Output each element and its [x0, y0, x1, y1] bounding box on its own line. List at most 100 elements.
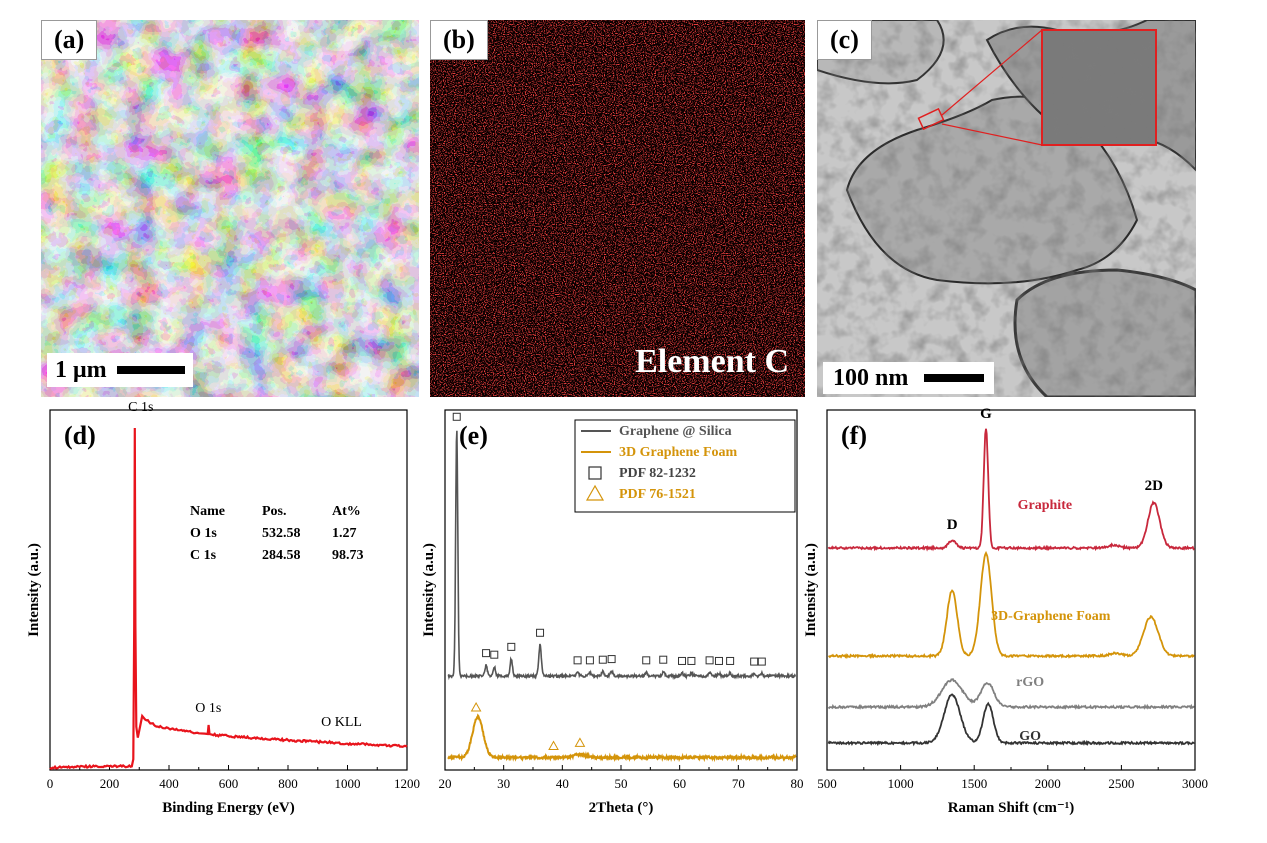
series-label: 3D-Graphene Foam [991, 609, 1111, 624]
pdf-82-1232-marker [452, 412, 461, 421]
y-axis-label: Intensity (a.u.) [803, 543, 819, 637]
pdf-82-1232-marker [490, 650, 499, 659]
table-header: At% [332, 504, 361, 519]
eds-carbon-map [430, 20, 805, 397]
table-header: Pos. [262, 504, 287, 519]
peak-label: O KLL [321, 715, 362, 730]
legend-label: 3D Graphene Foam [619, 445, 738, 460]
x-tick-label: 80 [791, 776, 804, 791]
x-axis-label: Raman Shift (cm⁻¹) [948, 800, 1075, 816]
x-tick-label: 70 [732, 776, 745, 791]
xrd-series-line [447, 430, 797, 681]
xrd-series-line [447, 713, 797, 763]
peak-label: D [947, 517, 958, 533]
pdf-82-1232-marker [536, 628, 545, 637]
y-axis-label: Intensity (a.u.) [26, 543, 42, 637]
pdf-82-1232-marker [507, 642, 516, 651]
legend-label: Graphene @ Silica [619, 424, 732, 439]
pdf-76-1521-marker [574, 737, 586, 747]
panel-b-eds-map: (b) Element C [430, 20, 805, 397]
pdf-82-1232-marker [607, 655, 616, 664]
table-cell: 532.58 [262, 526, 301, 541]
pdf-82-1232-marker [687, 656, 696, 665]
legend-triangle-swatch [585, 484, 605, 501]
legend-box [574, 419, 796, 513]
x-tick-label: 60 [673, 776, 686, 791]
raman-series-line [827, 550, 1195, 660]
pdf-82-1232-marker [678, 656, 687, 665]
x-tick-label: 2500 [1108, 776, 1134, 791]
chart-e-xrd: 20 30 40 50 60 70 80 2Theta (°) Intensity (a.u.)… [421, 409, 804, 816]
pdf-82-1232-marker [585, 656, 594, 665]
plot-frame [826, 409, 1196, 771]
x-tick-label: 1500 [961, 776, 987, 791]
pdf-82-1232-marker [714, 656, 723, 665]
x-tick-label: 30 [497, 776, 510, 791]
pdf-82-1232-marker [757, 657, 766, 666]
table-cell: 98.73 [332, 548, 364, 563]
scale-bar-line [116, 366, 185, 374]
series-label: rGO [1016, 675, 1044, 690]
x-tick-label: 1000 [335, 776, 361, 791]
x-tick-label: 2000 [1035, 776, 1061, 791]
pdf-76-1521-marker [548, 740, 559, 750]
x-tick-label: 400 [159, 776, 179, 791]
pdf-76-1521-marker [470, 701, 482, 712]
pdf-82-1232-marker [705, 656, 714, 665]
pdf-82-1232-marker [726, 656, 735, 665]
panel-c-scale-text: 100 nm [833, 364, 909, 391]
pdf-82-1232-marker [482, 649, 491, 658]
x-tick-label: 3000 [1182, 776, 1208, 791]
x-tick-label: 50 [615, 776, 628, 791]
panel-a-scale-text: 1 μm [55, 356, 107, 383]
panel-a-sem-image: (a) 1 μm [41, 20, 419, 397]
panel-c-label: (c) [817, 20, 872, 60]
raman-series-line [827, 693, 1195, 747]
chart-f-raman: 500 1000 1500 2000 2500 3000 Raman Shift (cm⁻¹… [803, 406, 1208, 816]
tem-micrograph [817, 20, 1196, 397]
series-label: Graphite [1018, 498, 1072, 513]
pdf-82-1232-marker [659, 655, 668, 664]
panel-label: (d) [64, 421, 96, 450]
element-caption: Element C [635, 343, 789, 380]
legend-label: PDF 82-1232 [619, 466, 696, 481]
raman-series-line [827, 678, 1195, 710]
peak-label: C 1s [128, 400, 153, 415]
pdf-82-1232-marker [642, 656, 651, 665]
pdf-82-1232-marker [573, 656, 582, 665]
peak-label: G [980, 406, 992, 422]
table-cell: C 1s [190, 548, 217, 563]
x-tick-label: 600 [219, 776, 239, 791]
pdf-82-1232-marker [598, 655, 607, 664]
scale-bar-line [924, 374, 985, 382]
x-tick-label: 20 [439, 776, 452, 791]
x-tick-label: 800 [278, 776, 298, 791]
xps-spectrum-line [49, 427, 408, 771]
x-axis-label: Binding Energy (eV) [162, 800, 295, 816]
x-tick-label: 40 [556, 776, 569, 791]
table-header: Name [190, 504, 225, 519]
table-cell: 284.58 [262, 548, 301, 563]
x-axis-label: 2Theta (°) [589, 800, 654, 816]
panel-a-label: (a) [41, 20, 98, 60]
sem-micrograph [41, 20, 419, 397]
series-label: GO [1019, 729, 1041, 744]
legend-label: PDF 76-1521 [619, 487, 696, 502]
x-tick-label: 0 [47, 776, 54, 791]
legend-square-swatch [588, 466, 602, 480]
table-cell: O 1s [190, 526, 217, 541]
peak-label: O 1s [195, 701, 221, 716]
panel-b-label: (b) [430, 20, 488, 60]
pdf-82-1232-marker [750, 657, 759, 666]
y-axis-label: Intensity (a.u.) [421, 543, 437, 637]
peak-label: 2D [1145, 478, 1164, 494]
panel-label: (e) [459, 421, 488, 450]
table-cell: 1.27 [332, 526, 357, 541]
panel-a-scale-bar: 1 μm [47, 353, 193, 387]
panel-label: (f) [841, 421, 867, 450]
x-tick-label: 1200 [394, 776, 420, 791]
raman-series-line [827, 428, 1195, 552]
panel-c-scale-bar: 100 nm [823, 362, 995, 394]
x-tick-label: 500 [817, 776, 837, 791]
chart-d-xps: 0 200 400 600 800 1000 1200 Binding Energy (eV)… [26, 400, 420, 816]
